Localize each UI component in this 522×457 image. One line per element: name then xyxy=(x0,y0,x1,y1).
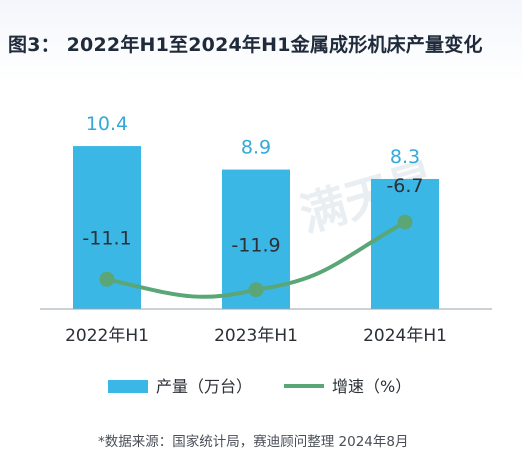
legend-bar-swatch xyxy=(108,380,148,393)
legend-line-label: 增速（%） xyxy=(332,377,411,396)
growth-point-2 xyxy=(248,282,264,298)
data-source-note: *数据来源：国家统计局，赛迪顾问整理 2024年8月 xyxy=(98,434,409,450)
growth-point-1 xyxy=(99,271,115,287)
growth-value-label: -6.7 xyxy=(386,175,423,197)
x-tick-label: 2024年H1 xyxy=(363,326,447,346)
bar-value-label: 8.9 xyxy=(241,137,271,159)
x-tick-label: 2022年H1 xyxy=(65,326,149,346)
bar-value-label: 8.3 xyxy=(390,146,420,168)
growth-value-label: -11.1 xyxy=(82,227,131,249)
bar-3 xyxy=(371,178,439,309)
legend-bar-label: 产量（万台） xyxy=(156,377,252,396)
chart-title: 图3： 2022年H1至2024年H1金属成形机床产量变化 xyxy=(8,34,483,56)
growth-point-3 xyxy=(397,214,413,230)
growth-value-label: -11.9 xyxy=(231,235,280,257)
bar-value-label: 10.4 xyxy=(86,113,128,135)
x-tick-label: 2023年H1 xyxy=(214,326,298,346)
